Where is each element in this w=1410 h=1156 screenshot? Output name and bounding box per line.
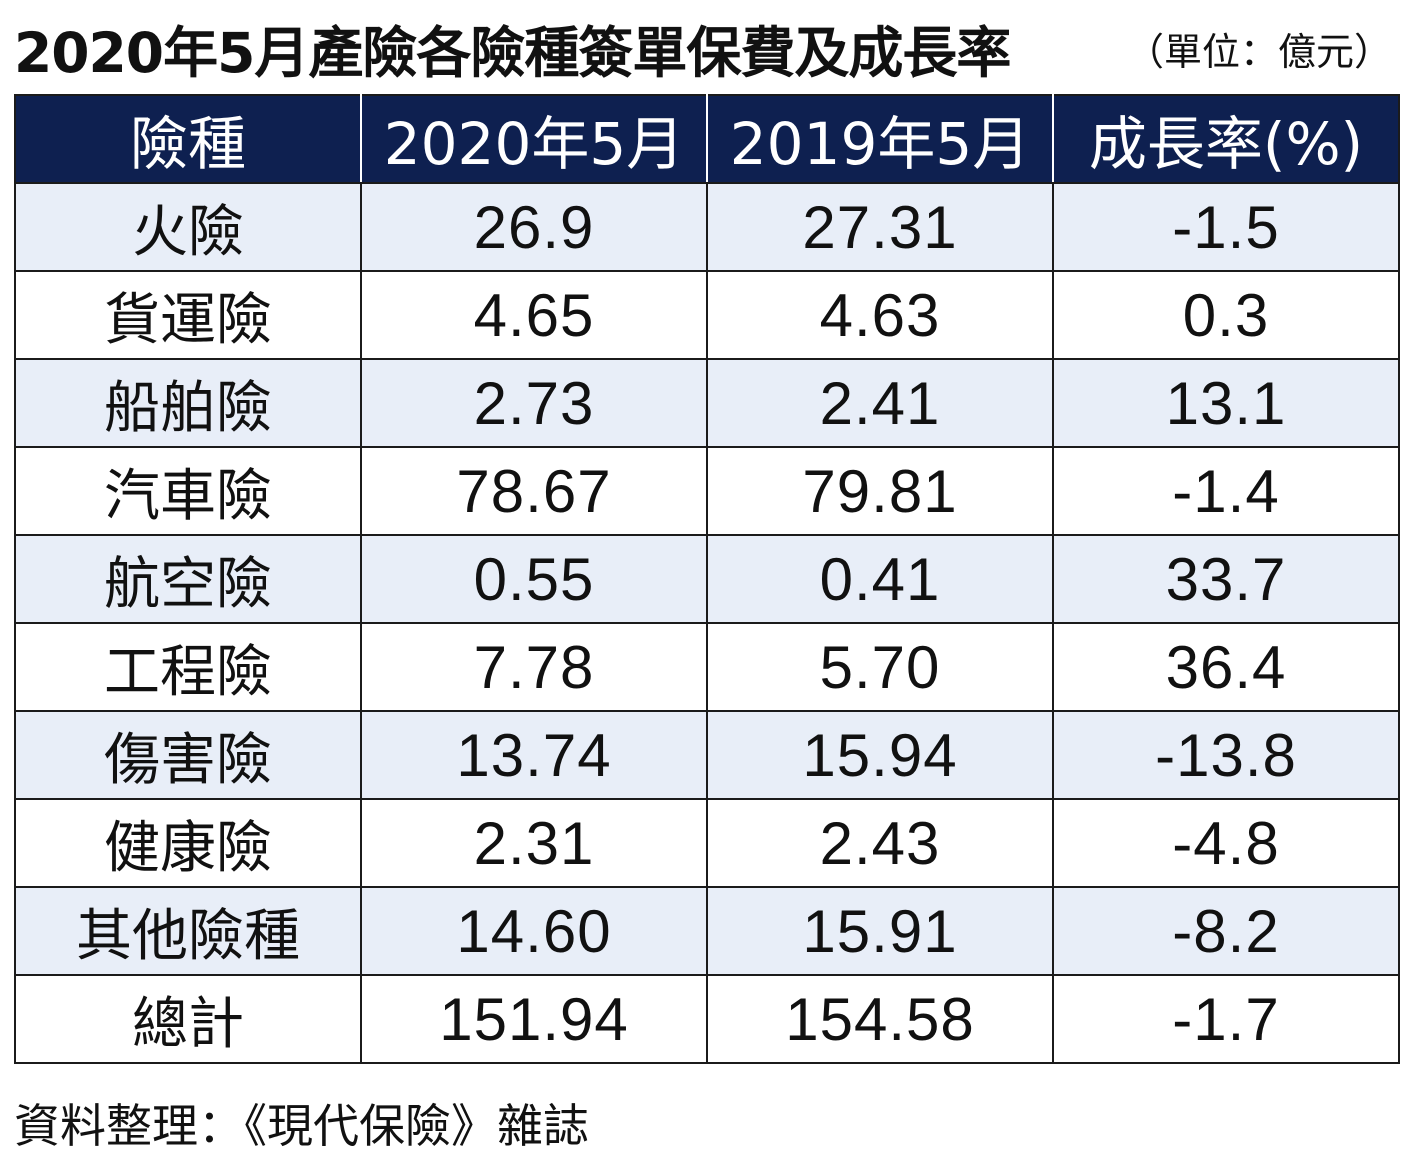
- column-header-growth: 成長率(%): [1052, 94, 1400, 184]
- cell-type: 貨運險: [14, 270, 362, 360]
- cell-2020: 151.94: [360, 974, 708, 1064]
- premium-table: 險種 2020年5月 2019年5月 成長率(%) 火險 26.9 27.31 …: [14, 94, 1400, 1064]
- cell-growth: -1.7: [1052, 974, 1400, 1064]
- column-header-type: 險種: [14, 94, 362, 184]
- table-row: 航空險 0.55 0.41 33.7: [14, 534, 1400, 624]
- source-note: 資料整理：《現代保險》雜誌: [14, 1099, 589, 1153]
- cell-growth: 0.3: [1052, 270, 1400, 360]
- cell-2020: 2.31: [360, 798, 708, 888]
- cell-type: 傷害險: [14, 710, 362, 800]
- cell-type: 火險: [14, 182, 362, 272]
- unit-note: （單位：億元）: [1125, 29, 1392, 74]
- cell-2019: 79.81: [706, 446, 1054, 536]
- table-row: 火險 26.9 27.31 -1.5: [14, 182, 1400, 272]
- cell-2019: 27.31: [706, 182, 1054, 272]
- cell-2020: 78.67: [360, 446, 708, 536]
- table-row: 其他險種 14.60 15.91 -8.2: [14, 886, 1400, 976]
- cell-2019: 15.91: [706, 886, 1054, 976]
- title-bar: 2020年5月產險各險種簽單保費及成長率 （單位：億元）: [14, 8, 1398, 88]
- cell-2020: 14.60: [360, 886, 708, 976]
- cell-type: 其他險種: [14, 886, 362, 976]
- cell-growth: 36.4: [1052, 622, 1400, 712]
- cell-2020: 2.73: [360, 358, 708, 448]
- cell-growth: -1.4: [1052, 446, 1400, 536]
- table-row: 汽車險 78.67 79.81 -1.4: [14, 446, 1400, 536]
- cell-type: 汽車險: [14, 446, 362, 536]
- column-header-2020: 2020年5月: [360, 94, 708, 184]
- cell-type: 船舶險: [14, 358, 362, 448]
- cell-2020: 0.55: [360, 534, 708, 624]
- cell-2020: 7.78: [360, 622, 708, 712]
- cell-2020: 26.9: [360, 182, 708, 272]
- table-row: 貨運險 4.65 4.63 0.3: [14, 270, 1400, 360]
- cell-growth: -4.8: [1052, 798, 1400, 888]
- table-row-total: 總計 151.94 154.58 -1.7: [14, 974, 1400, 1064]
- table-row: 工程險 7.78 5.70 36.4: [14, 622, 1400, 712]
- cell-2019: 2.41: [706, 358, 1054, 448]
- cell-type: 航空險: [14, 534, 362, 624]
- cell-growth: 33.7: [1052, 534, 1400, 624]
- cell-2019: 4.63: [706, 270, 1054, 360]
- table-row: 健康險 2.31 2.43 -4.8: [14, 798, 1400, 888]
- cell-growth: -8.2: [1052, 886, 1400, 976]
- cell-2019: 154.58: [706, 974, 1054, 1064]
- cell-type: 健康險: [14, 798, 362, 888]
- cell-2020: 13.74: [360, 710, 708, 800]
- cell-2019: 0.41: [706, 534, 1054, 624]
- table-row: 傷害險 13.74 15.94 -13.8: [14, 710, 1400, 800]
- cell-2020: 4.65: [360, 270, 708, 360]
- cell-2019: 15.94: [706, 710, 1054, 800]
- page-title: 2020年5月產險各險種簽單保費及成長率: [14, 21, 1011, 85]
- column-header-2019: 2019年5月: [706, 94, 1054, 184]
- cell-growth: -1.5: [1052, 182, 1400, 272]
- cell-growth: -13.8: [1052, 710, 1400, 800]
- table-row: 船舶險 2.73 2.41 13.1: [14, 358, 1400, 448]
- cell-type: 總計: [14, 974, 362, 1064]
- table-header-row: 險種 2020年5月 2019年5月 成長率(%): [14, 94, 1400, 184]
- cell-type: 工程險: [14, 622, 362, 712]
- cell-growth: 13.1: [1052, 358, 1400, 448]
- cell-2019: 5.70: [706, 622, 1054, 712]
- cell-2019: 2.43: [706, 798, 1054, 888]
